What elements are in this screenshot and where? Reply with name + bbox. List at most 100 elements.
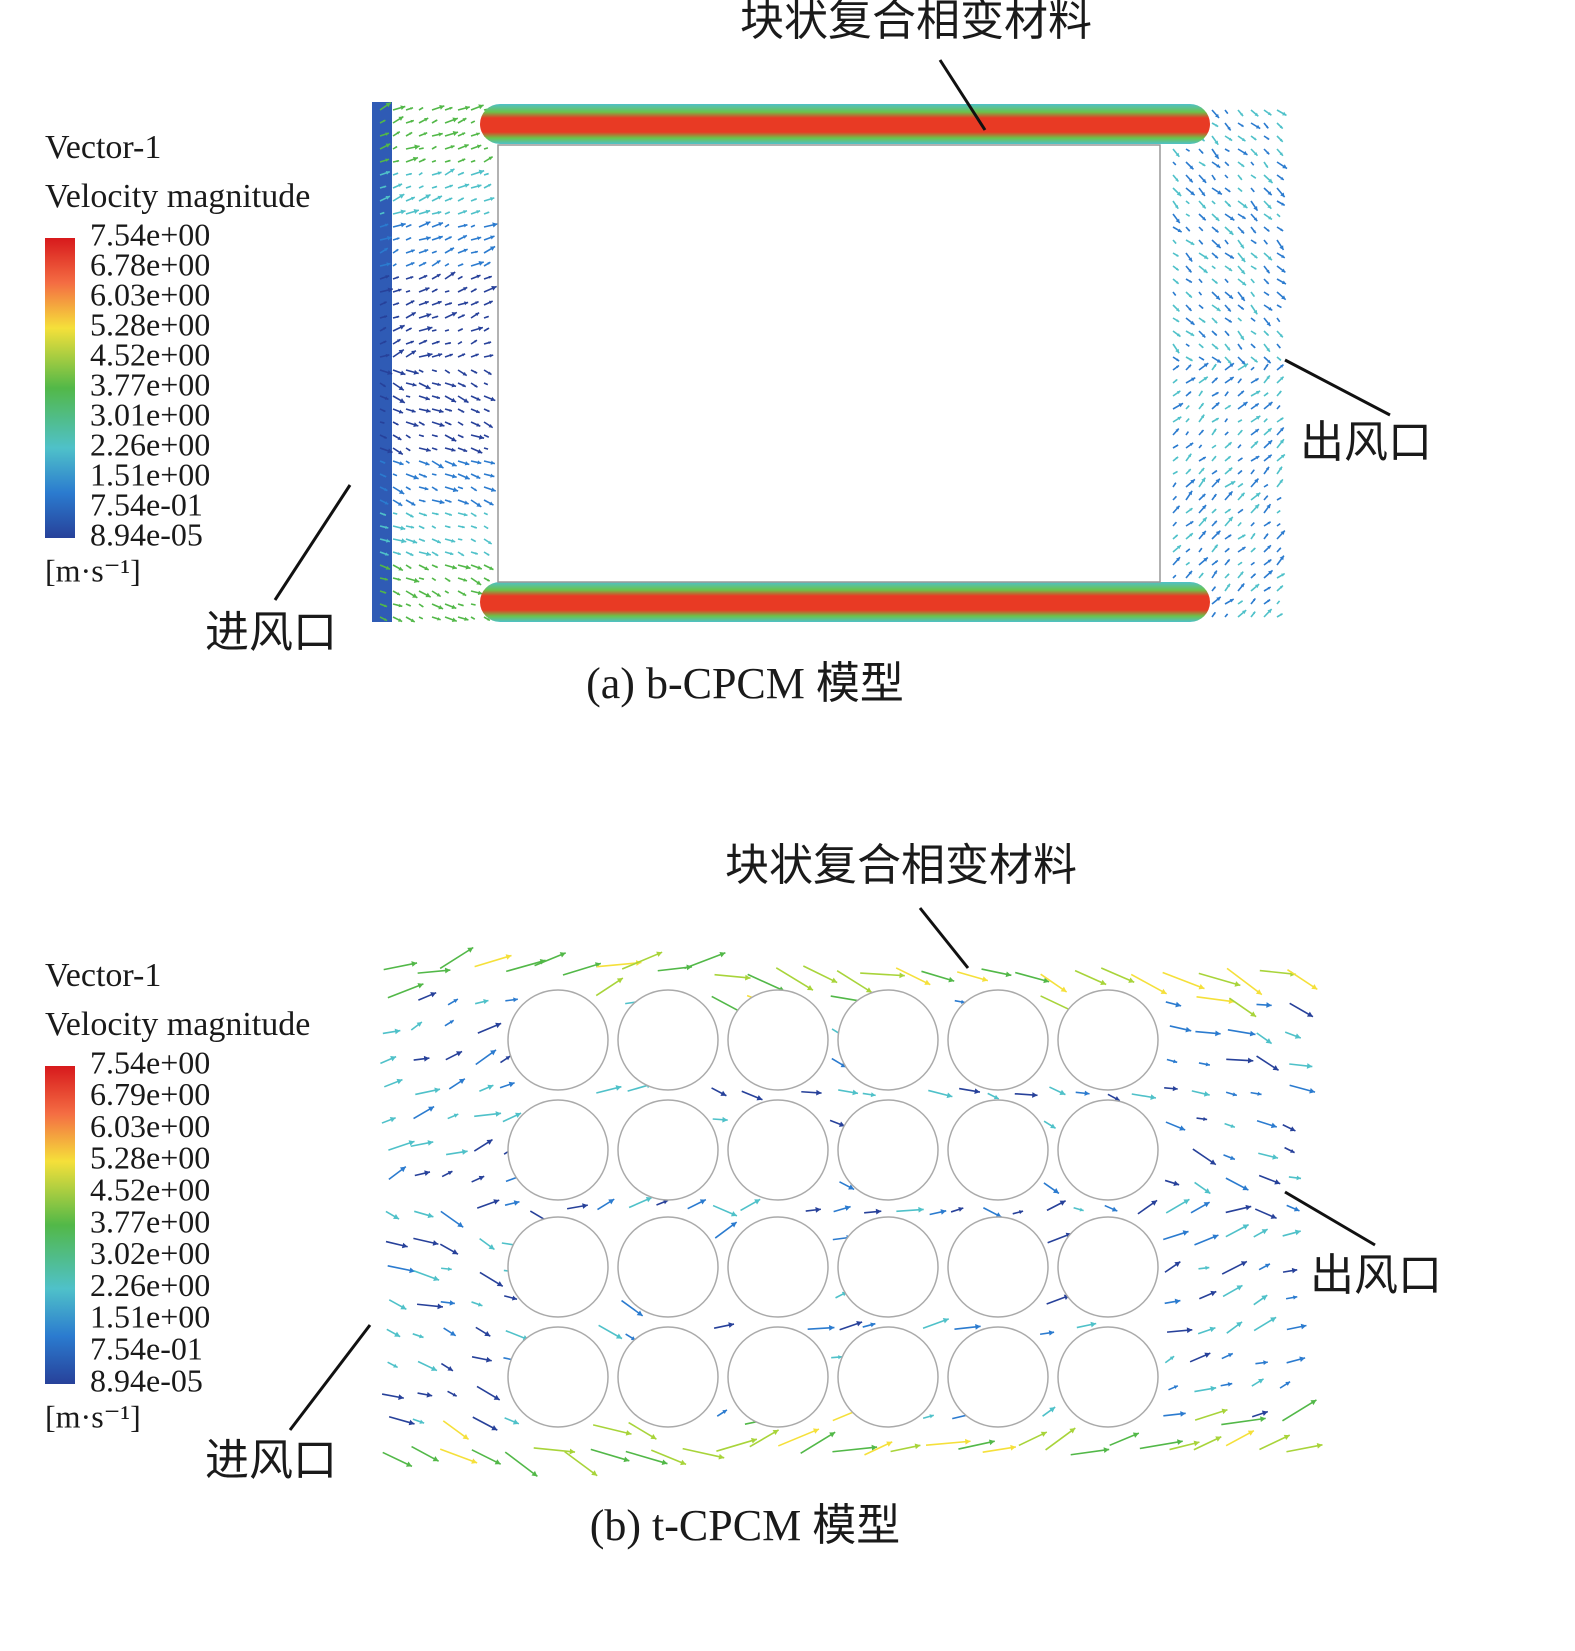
- vector-head: [1128, 977, 1135, 983]
- vector-head: [1174, 163, 1176, 165]
- vector-head: [396, 592, 401, 595]
- vector-head: [411, 501, 416, 506]
- vector-head: [397, 577, 401, 581]
- vector-head: [451, 617, 457, 623]
- vector-head: [1176, 365, 1180, 369]
- vector-head: [1193, 1440, 1200, 1447]
- vector-head: [720, 1090, 727, 1096]
- vector-head: [426, 408, 431, 413]
- vector-head: [486, 383, 488, 385]
- vector: [1194, 1408, 1228, 1421]
- vector-head: [1200, 228, 1203, 231]
- vector-head: [1266, 333, 1269, 336]
- vector-head: [1188, 490, 1193, 496]
- colorbar-label: 7.54e-01: [90, 486, 203, 522]
- vector-head: [899, 972, 905, 979]
- vector-head: [475, 250, 478, 254]
- vector-head: [387, 370, 393, 375]
- vector-head: [423, 513, 427, 517]
- vector-head: [447, 263, 449, 266]
- vector-head: [382, 120, 386, 123]
- vector: [749, 1429, 780, 1448]
- vector-head: [1215, 1436, 1222, 1442]
- vector-head: [474, 488, 477, 491]
- vector-head: [981, 976, 988, 982]
- vector-head: [1278, 547, 1281, 550]
- vector-head: [1241, 281, 1247, 286]
- vector-head: [423, 262, 427, 266]
- vector-head: [465, 564, 471, 570]
- vector-head: [1253, 573, 1256, 577]
- vector-head: [460, 538, 463, 541]
- vector-head: [1187, 418, 1190, 421]
- vector: [1045, 1427, 1076, 1451]
- vector-head: [1174, 293, 1176, 296]
- vector-head: [1032, 1092, 1038, 1098]
- vector-head: [1213, 570, 1217, 575]
- vector-head: [476, 144, 482, 149]
- vector-head: [1265, 466, 1270, 471]
- vector-head: [438, 132, 443, 137]
- vector-head: [1278, 523, 1281, 526]
- vector: [562, 962, 602, 976]
- vector: [595, 977, 624, 997]
- vector-head: [430, 992, 437, 998]
- cpcm-cylinder: [507, 1326, 609, 1428]
- vector-head: [995, 1212, 1002, 1218]
- vector-head: [918, 1206, 924, 1213]
- vector-head: [476, 422, 481, 427]
- vector-head: [488, 540, 492, 544]
- vector-head: [461, 263, 464, 266]
- vector-head: [452, 487, 459, 493]
- vector-head: [398, 116, 404, 121]
- vector-head: [399, 325, 405, 330]
- cpcm-cylinder: [727, 1326, 829, 1428]
- vector-head: [1228, 467, 1233, 472]
- vector-head: [1227, 360, 1232, 364]
- vector-head: [1212, 1234, 1219, 1240]
- vector-head: [1200, 293, 1202, 296]
- vector-head: [1214, 346, 1219, 350]
- vector: [925, 1440, 971, 1446]
- vector: [895, 967, 931, 986]
- vector-head: [1214, 560, 1218, 564]
- vector-head: [1187, 214, 1190, 217]
- vector-head: [1252, 367, 1255, 369]
- vector-head: [1278, 510, 1281, 513]
- vector-head: [449, 197, 453, 201]
- vector-head: [1174, 241, 1177, 244]
- vector-head: [1245, 1204, 1252, 1211]
- vector-head: [449, 1300, 455, 1306]
- colorbar-label: 3.77e+00: [90, 1203, 210, 1239]
- vector-head: [385, 158, 390, 162]
- vector-head: [1213, 586, 1216, 589]
- vector-head: [395, 172, 399, 175]
- vector-head: [1230, 481, 1236, 486]
- vector-head: [615, 1085, 622, 1091]
- vector-head: [663, 1199, 669, 1205]
- vector-head: [487, 184, 492, 187]
- vector-head: [385, 132, 389, 136]
- vector: [1100, 967, 1135, 984]
- vector-head: [484, 1331, 491, 1337]
- vector-head: [447, 579, 451, 582]
- vector-head: [421, 370, 424, 373]
- vector-head: [1296, 1175, 1302, 1181]
- vector-head: [1268, 402, 1273, 407]
- vector-head: [886, 1441, 893, 1447]
- vector-head: [475, 301, 479, 305]
- vector-head: [383, 513, 386, 516]
- vector-head: [386, 262, 391, 267]
- vector-head: [382, 421, 385, 424]
- vector: [474, 954, 512, 968]
- vector-head: [430, 1365, 437, 1371]
- vector-head: [426, 236, 431, 241]
- vector: [387, 983, 424, 999]
- vector-head: [625, 1430, 632, 1436]
- vector-head: [447, 290, 450, 293]
- vector-head: [929, 1414, 934, 1419]
- vector-head: [408, 436, 411, 438]
- leader-line: [1284, 1190, 1376, 1247]
- cpcm-cylinder: [617, 1216, 719, 1318]
- vector-head: [451, 312, 457, 317]
